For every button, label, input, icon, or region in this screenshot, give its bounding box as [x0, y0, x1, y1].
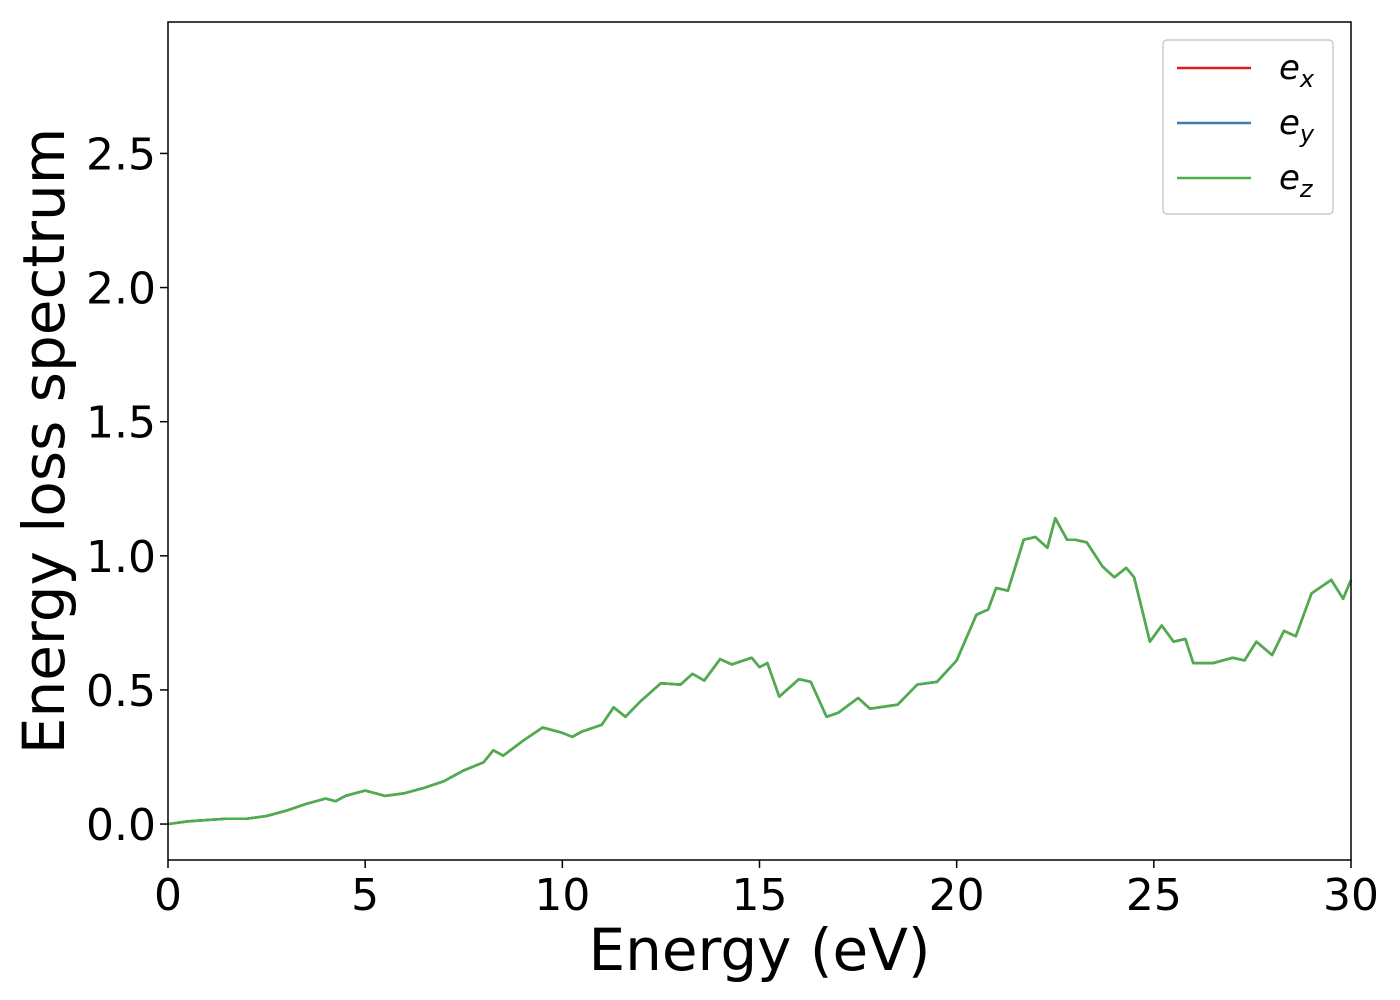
- x-axis-label: Energy (eV): [588, 916, 930, 984]
- y-tick-label: 0.0: [86, 800, 156, 851]
- y-tick-label: 2.5: [86, 129, 156, 180]
- plot-frame: [167, 21, 1352, 861]
- y-tick-label: 1.5: [86, 398, 156, 449]
- x-tick-label: 0: [154, 870, 182, 921]
- x-tick-label: 15: [732, 870, 788, 921]
- y-axis-label: Energy loss spectrum: [10, 128, 78, 754]
- x-tick-label: 25: [1126, 870, 1182, 921]
- y-tick-label: 1.0: [86, 532, 156, 583]
- series-line: [167, 517, 1353, 826]
- legend-label: ex: [1279, 48, 1315, 93]
- x-tick-label: 5: [351, 870, 379, 921]
- legend-box: [1162, 39, 1334, 215]
- y-tick-label: 0.5: [86, 666, 156, 717]
- x-tick-label: 10: [534, 870, 590, 921]
- legend-label: ey: [1279, 103, 1315, 148]
- x-tick-label: 30: [1323, 870, 1379, 921]
- y-tick-label: 2.0: [86, 264, 156, 315]
- x-tick-label: 20: [929, 870, 985, 921]
- legend-label: ez: [1279, 158, 1314, 203]
